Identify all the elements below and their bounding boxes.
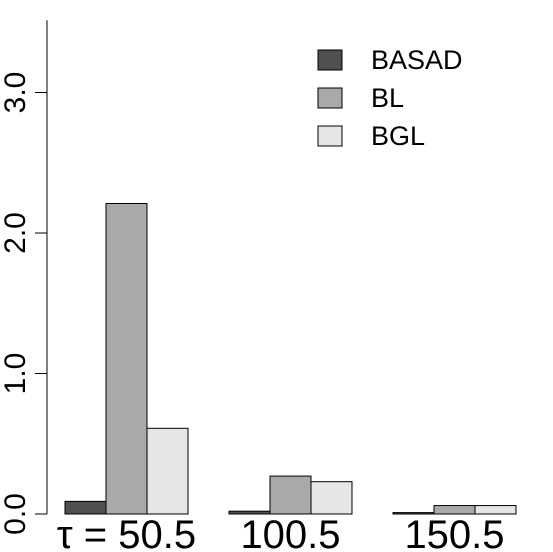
bar-bgl-2 <box>474 505 517 515</box>
bar-bgl-1 <box>310 481 353 515</box>
legend: BASAD BL BGL <box>317 45 463 151</box>
y-axis: 0.0 1.0 2.0 3.0 <box>0 20 48 535</box>
bar-bl-1 <box>269 475 312 515</box>
bar-bgl-0 <box>146 427 189 515</box>
y-tick-label: 0.0 <box>0 493 32 535</box>
legend-swatch-bl <box>317 87 343 109</box>
category-labels: τ = 50.5 100.5 150.5 <box>57 513 505 552</box>
legend-label-bgl: BGL <box>371 121 425 151</box>
legend-label-bl: BL <box>371 83 404 113</box>
bars <box>64 202 517 515</box>
category-label: 150.5 <box>404 513 504 552</box>
bar-bl-0 <box>105 202 148 515</box>
y-tick-label: 2.0 <box>0 212 32 254</box>
category-label: 100.5 <box>240 513 340 552</box>
y-tick-label: 1.0 <box>0 353 32 395</box>
legend-swatch-basad <box>317 49 343 71</box>
legend-swatch-bgl <box>317 125 343 147</box>
y-tick-label: 3.0 <box>0 72 32 114</box>
category-label: τ = 50.5 <box>57 513 196 552</box>
legend-label-basad: BASAD <box>371 45 463 75</box>
